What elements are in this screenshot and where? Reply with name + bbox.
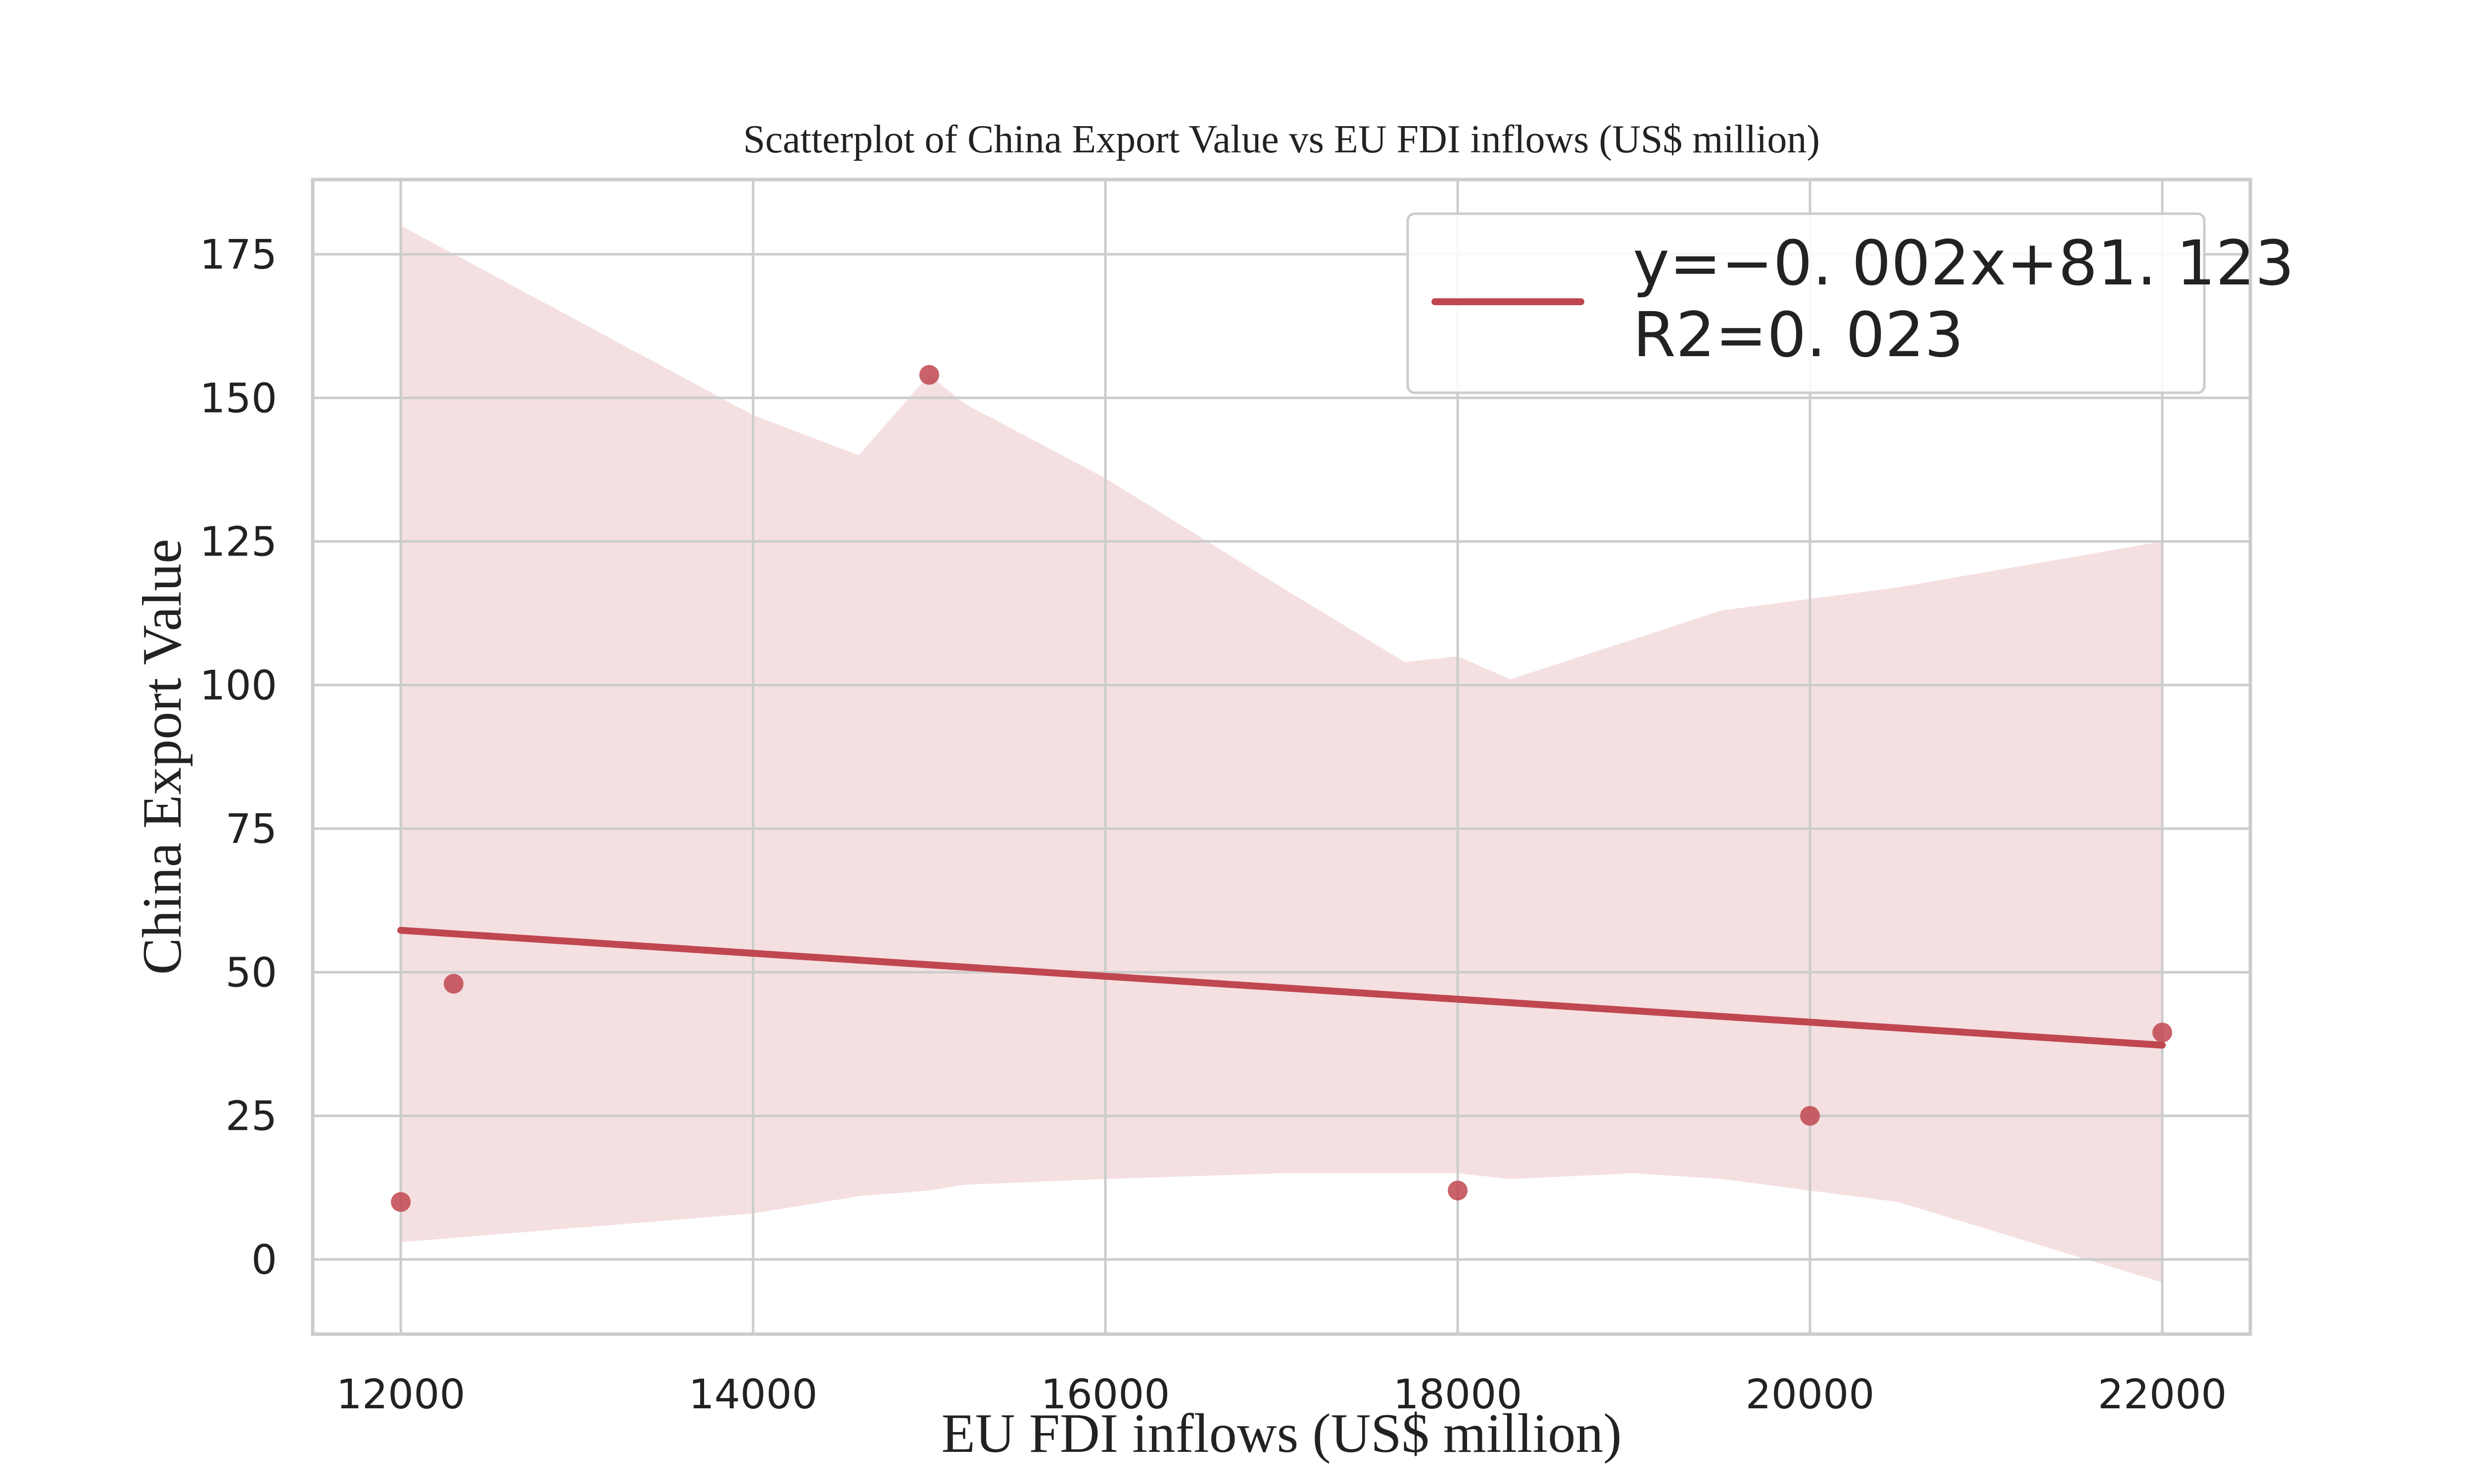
legend-box [1406, 212, 2206, 394]
plot-frame [311, 178, 2252, 1336]
y-tick-label: 50 [226, 949, 277, 996]
y-tick-label: 175 [199, 232, 277, 278]
y-tick-label: 100 [199, 662, 277, 709]
legend: y=−0. 002x+81. 123 R2=0. 023 [1406, 212, 2294, 394]
x-axis-label: EU FDI inflows (US$ million) [941, 1403, 1621, 1464]
data-point [391, 1192, 411, 1212]
x-tick-label: 14000 [689, 1371, 818, 1418]
data-point [1448, 1180, 1468, 1201]
y-axis-label: China Export Value [132, 539, 193, 974]
x-tick-label: 20000 [1746, 1371, 1875, 1418]
y-tick-label: 150 [199, 375, 277, 422]
data-point [2152, 1022, 2172, 1043]
data-point [443, 974, 464, 994]
points-layer [391, 365, 2172, 1212]
fit-line-layer [397, 927, 2166, 1049]
y-tick-label: 0 [251, 1237, 277, 1284]
x-tick-label: 22000 [2098, 1371, 2227, 1418]
y-tick-label: 75 [226, 806, 277, 853]
chart-title: Scatterplot of China Export Value vs EU … [743, 118, 1820, 161]
regression-line [397, 927, 2166, 1049]
frame-layer [311, 178, 2252, 1336]
x-tick-label: 18000 [1393, 1371, 1522, 1418]
data-point [919, 365, 939, 385]
data-point [1800, 1106, 1820, 1126]
x-tick-label: 16000 [1041, 1371, 1170, 1418]
legend-equation: y=−0. 002x+81. 123 [1633, 228, 2294, 299]
legend-r2: R2=0. 023 [1633, 299, 1964, 371]
x-tick-label: 12000 [336, 1371, 466, 1418]
tick-labels-layer: 12000 14000 16000 18000 20000 22000 0 25 50 75 100… [199, 232, 2227, 1418]
y-tick-label: 125 [199, 519, 277, 566]
y-tick-label: 25 [226, 1093, 277, 1140]
